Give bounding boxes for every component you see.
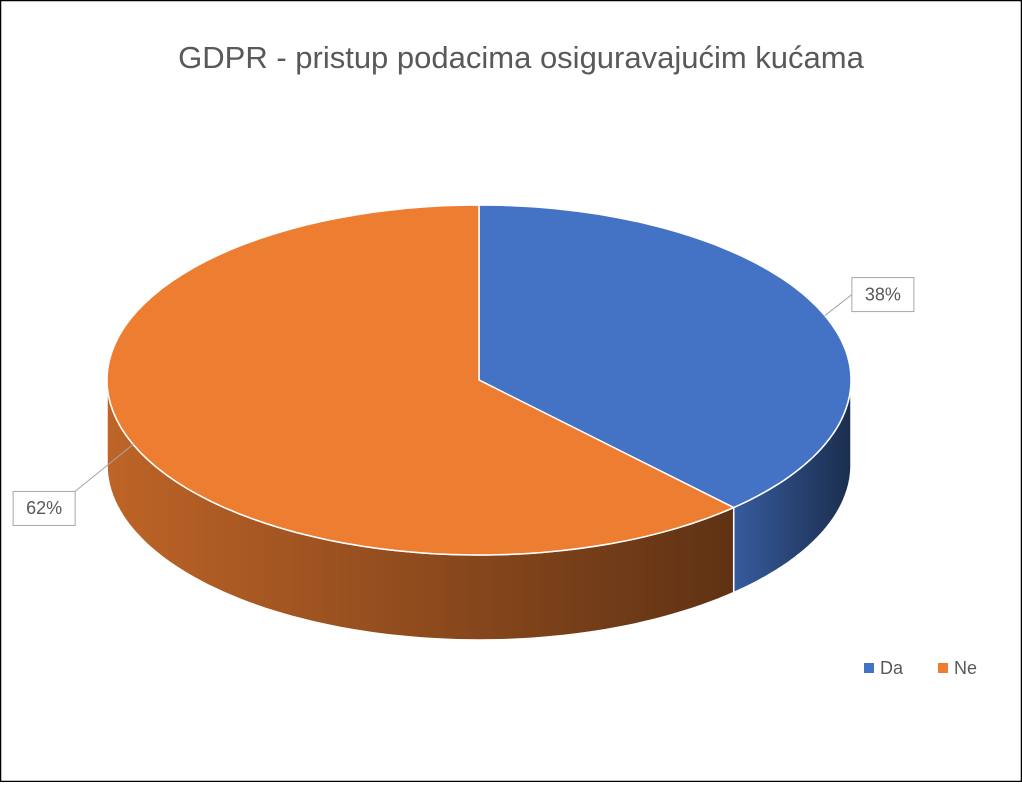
legend-swatch (864, 663, 874, 673)
leader-line (824, 294, 853, 316)
data-label: 62% (26, 498, 62, 518)
chart-title: GDPR - pristup podacima osiguravajućim k… (178, 40, 864, 75)
legend-label: Ne (954, 658, 977, 678)
data-label-box (851, 277, 915, 313)
legend-swatch (938, 663, 948, 673)
legend-label: Da (880, 658, 904, 678)
data-label: 38% (865, 284, 901, 304)
leader-line (74, 444, 134, 492)
data-label-box (12, 490, 76, 526)
